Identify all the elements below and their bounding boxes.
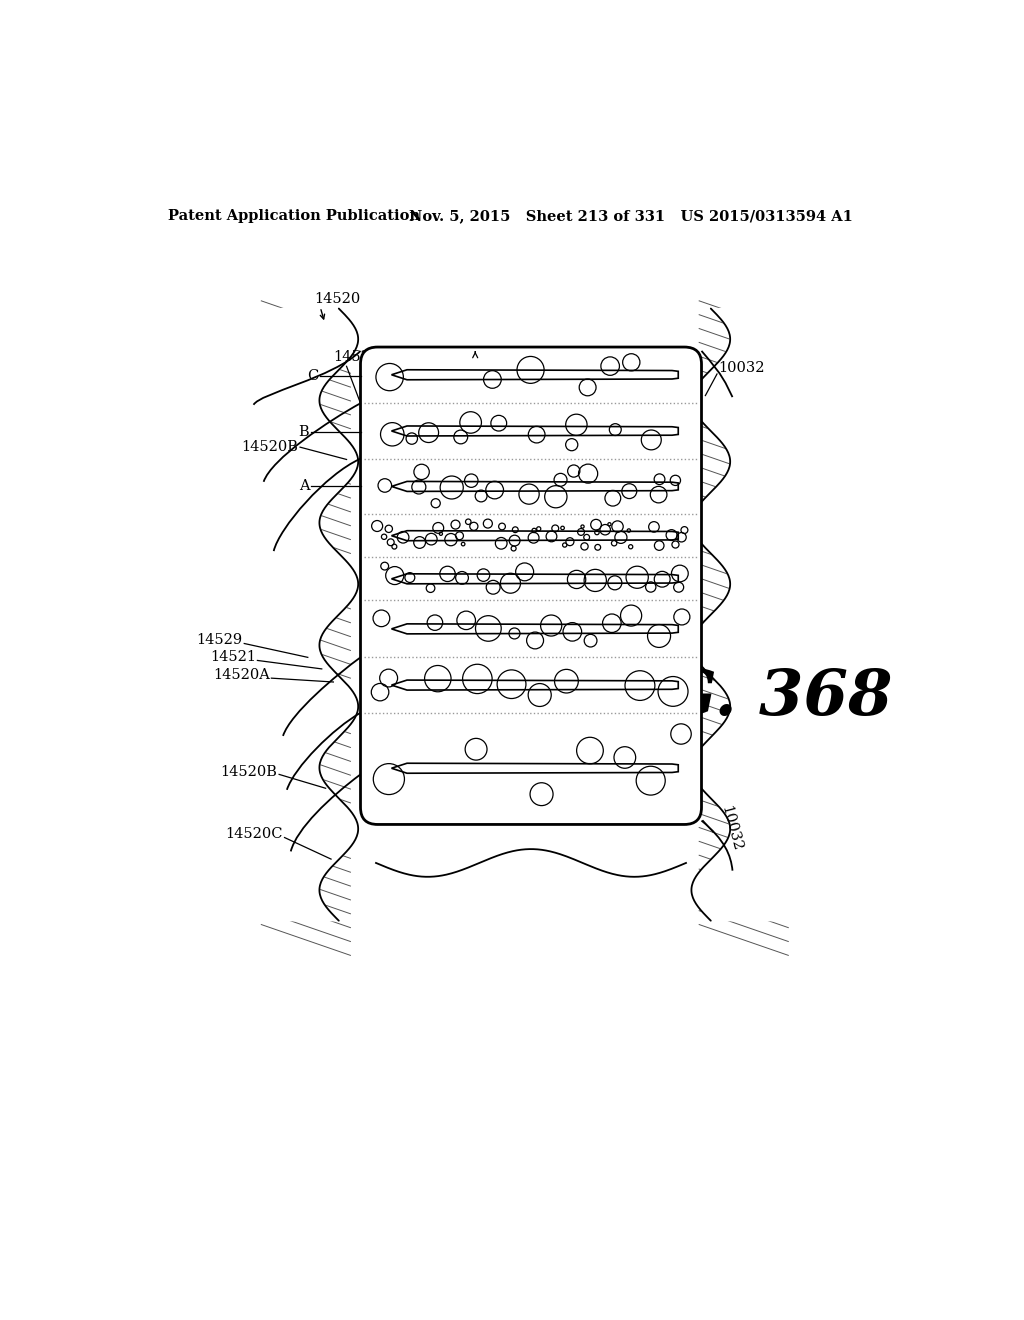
Polygon shape: [691, 309, 922, 921]
Polygon shape: [391, 531, 678, 541]
Polygon shape: [391, 680, 678, 690]
Polygon shape: [391, 624, 678, 634]
Polygon shape: [391, 574, 678, 583]
Text: 14520: 14520: [314, 292, 360, 306]
Text: A: A: [299, 479, 309, 494]
Text: 10032: 10032: [452, 347, 499, 362]
Text: 14521: 14521: [210, 651, 256, 664]
Polygon shape: [391, 763, 678, 774]
Text: 14520A: 14520A: [213, 668, 270, 682]
Text: Nov. 5, 2015   Sheet 213 of 331   US 2015/0313594 A1: Nov. 5, 2015 Sheet 213 of 331 US 2015/03…: [410, 209, 853, 223]
Text: 14520B: 14520B: [221, 766, 278, 779]
Text: 10032: 10032: [719, 804, 744, 853]
Polygon shape: [391, 482, 678, 491]
Text: C: C: [307, 370, 318, 383]
Text: Patent Application Publication: Patent Application Publication: [168, 209, 420, 223]
Text: 14520C: 14520C: [225, 828, 283, 841]
Polygon shape: [128, 309, 358, 921]
Polygon shape: [391, 426, 678, 436]
FancyBboxPatch shape: [360, 347, 701, 825]
Text: 14520C: 14520C: [334, 350, 391, 364]
Text: 10032: 10032: [719, 360, 765, 375]
Text: 14520B: 14520B: [242, 440, 299, 454]
Text: B: B: [299, 425, 309, 438]
Text: 14529: 14529: [197, 632, 243, 647]
Polygon shape: [391, 370, 678, 380]
Text: FIG. 368: FIG. 368: [588, 667, 893, 729]
